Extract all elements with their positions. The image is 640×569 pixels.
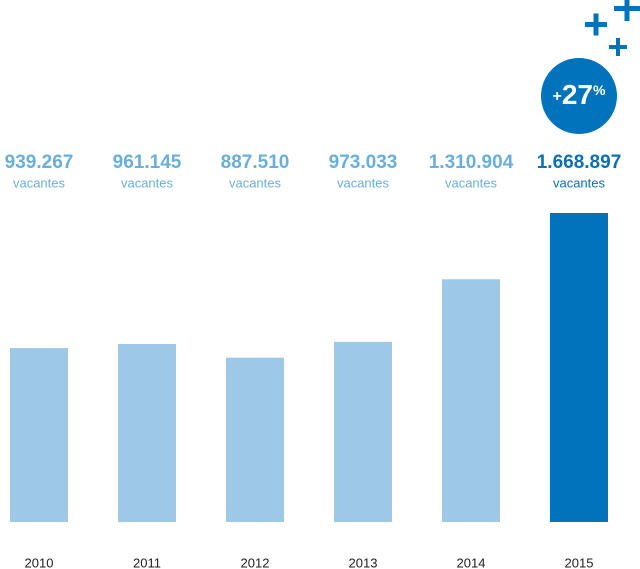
bar [550, 213, 608, 522]
unit-label: vacantes [121, 175, 174, 190]
badge-number: 27 [562, 79, 593, 110]
bar [226, 357, 284, 522]
x-tick-label: 2012 [241, 555, 270, 569]
x-tick-label: 2013 [349, 555, 378, 569]
x-tick-label: 2014 [457, 555, 486, 569]
value-label: 961.145 [113, 152, 182, 173]
value-label: 939.267 [5, 152, 74, 173]
badge-text: +27% [553, 79, 607, 110]
unit-label: vacantes [229, 175, 282, 190]
value-label: 887.510 [221, 152, 290, 173]
bar [334, 341, 392, 522]
unit-label: vacantes [553, 175, 606, 190]
bar [118, 344, 176, 522]
bar [442, 279, 500, 522]
unit-label: vacantes [445, 175, 498, 190]
badge [541, 58, 617, 134]
x-tick-label: 2015 [565, 555, 594, 569]
unit-label: vacantes [13, 175, 66, 190]
badge-sign: + [553, 88, 562, 105]
x-tick-label: 2011 [133, 555, 161, 569]
value-label: 1.310.904 [429, 152, 514, 173]
bar [10, 348, 68, 522]
x-tick-label: 2010 [25, 555, 54, 569]
value-label: 1.668.897 [537, 152, 622, 173]
plus-decoration [585, 0, 640, 56]
value-label: 973.033 [329, 152, 398, 173]
badge-unit: % [593, 82, 606, 98]
unit-label: vacantes [337, 175, 390, 190]
